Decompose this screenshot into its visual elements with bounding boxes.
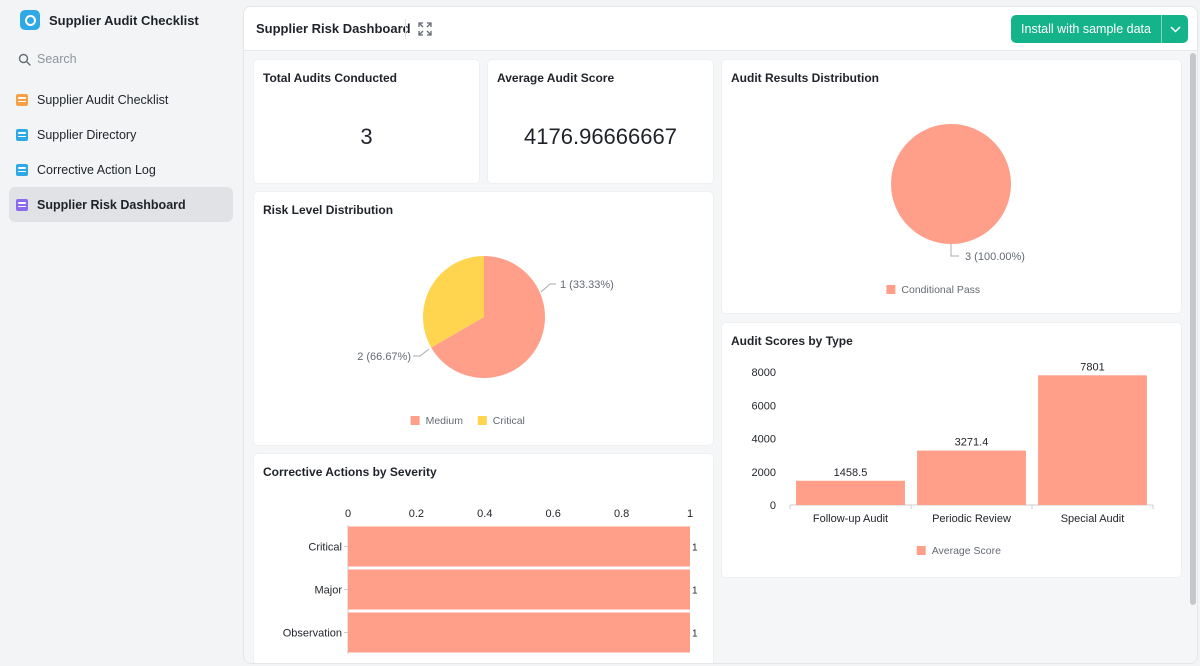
x-tick-label: 0.2	[409, 508, 424, 520]
y-tick-label: 2000	[752, 467, 776, 479]
total-audits-card: Total Audits Conducted 3	[254, 60, 479, 183]
bar-data-label: 1458.5	[834, 467, 868, 479]
y-tick-label: 0	[770, 500, 776, 512]
bar-data-label: 1	[692, 586, 698, 597]
search-icon	[18, 53, 31, 66]
bar	[917, 450, 1026, 505]
average-score-card: Average Audit Score 4176.96666667	[488, 60, 713, 183]
x-tick-label: 0.4	[477, 508, 492, 520]
y-tick-label: 6000	[752, 400, 776, 412]
header-divider	[405, 19, 406, 39]
y-tick-label: Observation	[283, 628, 342, 640]
card-title: Audit Results Distribution	[731, 71, 879, 85]
bar-data-label: 7801	[1080, 361, 1104, 373]
pie-slice	[423, 256, 484, 348]
legend-swatch	[410, 416, 420, 425]
app-title-text: Supplier Audit Checklist	[49, 12, 199, 28]
sidebar-item-supplier-directory[interactable]: Supplier Directory	[9, 117, 233, 152]
total-audits-value: 3	[360, 124, 373, 149]
y-tick-label: Critical	[308, 542, 342, 554]
audit-scores-bar-chart: 0 2000 4000 6000 8000 1458.5 Follow-up Audit 32…	[752, 361, 1154, 557]
pie-data-label: 1 (33.33%)	[560, 279, 614, 291]
app-logo-icon	[20, 10, 40, 30]
dashboard-panel: Supplier Risk Dashboard Install with sam…	[243, 6, 1198, 664]
install-with-sample-data-button[interactable]: Install with sample data	[1011, 15, 1188, 43]
expand-icon[interactable]	[418, 22, 432, 36]
sidebar-item-label: Supplier Audit Checklist	[37, 92, 169, 107]
sidebar-item-label: Supplier Directory	[37, 127, 137, 142]
audit-scores-card: Audit Scores by Type 0 2000 4000 6000 8000 14…	[722, 323, 1181, 577]
y-tick-label: 4000	[752, 434, 776, 446]
sidebar-item-label: Corrective Action Log	[37, 162, 156, 177]
page-title: Supplier Risk Dashboard	[256, 21, 411, 36]
search-input[interactable]: Search	[18, 52, 77, 66]
sidebar-item-corrective-action-log[interactable]: Corrective Action Log	[9, 152, 233, 187]
bar	[348, 526, 690, 567]
card-title: Risk Level Distribution	[263, 203, 394, 217]
average-score-value: 4176.96666667	[524, 124, 677, 149]
install-button-label: Install with sample data	[1021, 22, 1151, 36]
legend-label: Critical	[493, 415, 525, 427]
x-tick-label: 0.6	[546, 508, 561, 520]
pie-data-label: 3 (100.00%)	[965, 251, 1025, 263]
dashboard-header: Supplier Risk Dashboard Install with sam…	[244, 7, 1197, 51]
legend-swatch	[477, 416, 487, 425]
bar	[348, 569, 690, 610]
corrective-actions-card: Corrective Actions by Severity 0 0.2 0.4 0.…	[254, 454, 713, 663]
sidebar: Supplier Audit Checklist Search Supplier…	[0, 0, 243, 666]
audit-results-card: Audit Results Distribution 3 (100.00%) Co…	[722, 60, 1181, 313]
x-tick-label: 0.8	[614, 508, 629, 520]
table-icon	[16, 163, 28, 176]
card-title: Average Audit Score	[497, 71, 615, 85]
dashboard-icon	[16, 198, 28, 211]
corrective-actions-bar-chart: 0 0.2 0.4 0.6 0.8 1 1 Critical 1 Major 1 Observatio…	[283, 508, 698, 654]
legend-swatch	[886, 285, 896, 294]
pie-data-label: 2 (66.67%)	[357, 351, 411, 363]
install-button-divider	[1161, 15, 1162, 43]
pie-label-line	[540, 283, 556, 293]
bar-data-label: 1	[692, 629, 698, 640]
x-tick-label: 0	[345, 508, 351, 520]
legend-label: Medium	[426, 415, 464, 427]
legend-label: Conditional Pass	[901, 284, 980, 296]
chevron-down-icon[interactable]	[1162, 25, 1188, 33]
card-title: Corrective Actions by Severity	[263, 465, 437, 479]
risk-level-card: Risk Level Distribution 2 (66.67%) 1 (33.…	[254, 192, 713, 445]
x-tick-label: Follow-up Audit	[813, 513, 888, 525]
bar	[796, 480, 905, 505]
x-tick-label: 1	[687, 508, 693, 520]
bar	[348, 612, 690, 653]
legend-swatch	[916, 546, 926, 555]
bar-data-label: 1	[692, 543, 698, 554]
sidebar-nav: Supplier Audit Checklist Supplier Direct…	[9, 82, 233, 222]
bar	[1038, 375, 1147, 505]
risk-level-pie-chart: 2 (66.67%) 1 (33.33%) Medium Critical	[357, 256, 614, 427]
sidebar-item-label: Supplier Risk Dashboard	[37, 197, 186, 212]
y-tick-label: 8000	[752, 367, 776, 379]
bar-data-label: 3271.4	[955, 437, 989, 449]
app-title: Supplier Audit Checklist	[20, 9, 199, 31]
pie-label-line	[950, 244, 959, 257]
search-placeholder: Search	[37, 52, 77, 66]
pie-label-line	[413, 348, 430, 357]
legend-label: Average Score	[932, 545, 1001, 557]
pie-slice	[431, 256, 545, 378]
x-tick-label: Periodic Review	[932, 513, 1011, 525]
sidebar-item-supplier-audit-checklist[interactable]: Supplier Audit Checklist	[9, 82, 233, 117]
card-title: Total Audits Conducted	[263, 71, 397, 85]
x-tick-label: Special Audit	[1061, 513, 1125, 525]
audit-results-pie-chart: 3 (100.00%) Conditional Pass	[886, 124, 1025, 296]
y-tick-label: Major	[314, 585, 342, 597]
scrollbar[interactable]	[1190, 53, 1196, 605]
bar-chart-icon	[16, 93, 28, 106]
table-icon	[16, 128, 28, 141]
card-title: Audit Scores by Type	[731, 334, 853, 348]
sidebar-item-supplier-risk-dashboard[interactable]: Supplier Risk Dashboard	[9, 187, 233, 222]
pie-slice	[891, 124, 1011, 244]
